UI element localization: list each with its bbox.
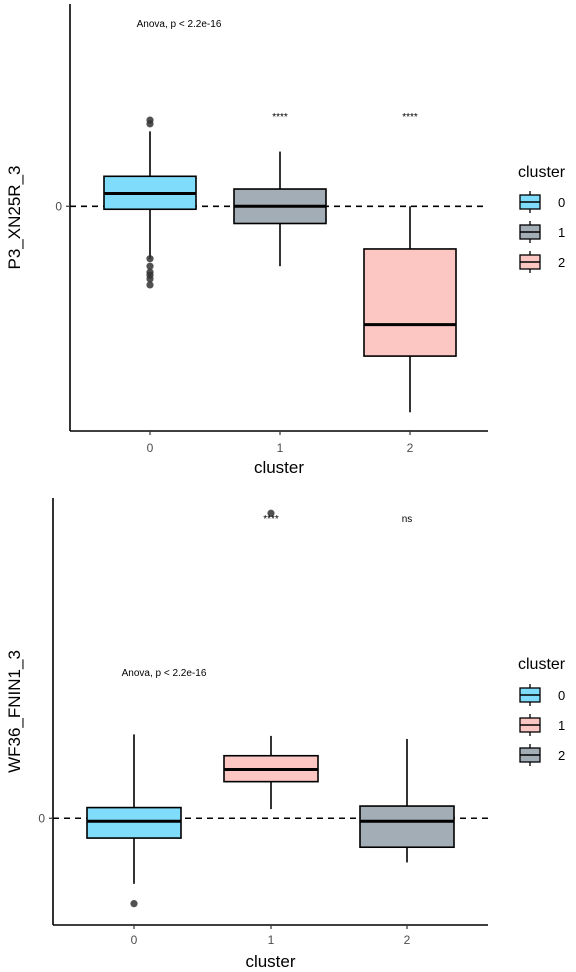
x-axis-title: cluster <box>254 458 304 477</box>
legend-key-0 <box>519 191 541 213</box>
legend-title: cluster <box>518 164 566 181</box>
box-cluster-1 <box>233 151 327 267</box>
x-tick-label: 0 <box>131 933 138 947</box>
legend: cluster 0 1 2 <box>518 164 566 273</box>
chart-panel-1: 0 0 1 2 cluster WF36_FNIN1_3 Anova, p < 2.2e-1… <box>5 498 566 971</box>
box-body <box>359 805 455 849</box>
x-tick-label: 1 <box>277 441 284 455</box>
box-cluster-0 <box>103 116 197 289</box>
x-tick-label: 0 <box>147 441 154 455</box>
box-body <box>363 248 457 357</box>
outlier-point <box>130 900 138 908</box>
outlier-point <box>146 120 154 128</box>
significance-label: **** <box>402 112 418 123</box>
y-tick-label: 0 <box>38 811 45 825</box>
legend-key-0 <box>519 684 541 706</box>
significance-label: ns <box>402 514 413 525</box>
box-body <box>86 806 182 839</box>
outlier-point <box>267 509 275 517</box>
legend-label: 2 <box>558 255 565 270</box>
legend-key-2 <box>519 744 541 766</box>
legend-key-2 <box>519 251 541 273</box>
legend-label: 1 <box>558 225 565 240</box>
legend-label: 2 <box>558 748 565 763</box>
legend-title: cluster <box>518 656 566 673</box>
legend-label: 0 <box>558 195 565 210</box>
box-cluster-0 <box>86 734 182 908</box>
y-tick-label: 0 <box>55 199 62 213</box>
box-cluster-1 <box>223 509 319 810</box>
x-axis-title: cluster <box>245 952 295 971</box>
anova-annotation: Anova, p < 2.2e-16 <box>122 668 207 679</box>
box-cluster-2 <box>363 206 457 413</box>
chart-panel-0: 0 0 1 2 cluster P3_XN25R_3 Anova, p < 2.2e-16 *… <box>5 4 566 477</box>
y-axis-title: P3_XN25R_3 <box>5 166 24 270</box>
legend-label: 0 <box>558 688 565 703</box>
x-tick-label: 2 <box>404 933 411 947</box>
outlier-point <box>146 255 154 263</box>
anova-annotation: Anova, p < 2.2e-16 <box>137 19 222 30</box>
significance-label: **** <box>272 112 288 123</box>
legend: cluster 0 1 2 <box>518 656 566 766</box>
legend-label: 1 <box>558 718 565 733</box>
significance-label: **** <box>263 514 279 525</box>
y-axis-title: WF36_FNIN1_3 <box>5 650 24 773</box>
outlier-point <box>146 281 154 289</box>
legend-key-1 <box>519 221 541 243</box>
legend-key-1 <box>519 714 541 736</box>
x-tick-label: 1 <box>268 933 275 947</box>
x-tick-label: 2 <box>407 441 414 455</box>
outlier-point <box>146 262 154 270</box>
outlier-point <box>146 275 154 283</box>
box-cluster-2 <box>359 738 455 863</box>
